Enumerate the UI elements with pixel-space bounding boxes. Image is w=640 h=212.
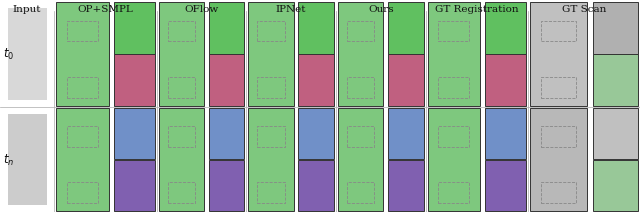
Bar xyxy=(67,182,98,203)
Bar xyxy=(593,160,638,211)
Bar xyxy=(541,182,576,203)
Bar xyxy=(114,108,155,159)
Bar xyxy=(209,54,244,106)
Bar xyxy=(159,108,204,211)
Bar xyxy=(388,54,424,106)
Text: GT Registration: GT Registration xyxy=(435,5,518,14)
Bar xyxy=(338,108,383,211)
Bar xyxy=(168,126,195,147)
Text: $t_0$: $t_0$ xyxy=(3,46,15,62)
Bar xyxy=(67,126,98,147)
Bar xyxy=(159,2,204,106)
Bar xyxy=(56,2,109,106)
Bar xyxy=(438,77,469,98)
Bar xyxy=(209,2,244,54)
Bar xyxy=(388,160,424,211)
Bar xyxy=(168,21,195,42)
Bar xyxy=(541,77,576,98)
Text: Ours: Ours xyxy=(368,5,394,14)
Bar xyxy=(347,126,374,147)
Bar xyxy=(438,21,469,42)
Text: OP+SMPL: OP+SMPL xyxy=(77,5,134,14)
Bar xyxy=(298,2,334,54)
Bar xyxy=(593,108,638,159)
Bar xyxy=(347,21,374,42)
Bar xyxy=(593,2,638,54)
Bar xyxy=(114,2,155,54)
Bar xyxy=(438,182,469,203)
Bar xyxy=(168,77,195,98)
Bar xyxy=(485,2,526,54)
Bar xyxy=(257,126,285,147)
Text: $t_n$: $t_n$ xyxy=(3,152,15,168)
Bar xyxy=(67,77,98,98)
Bar xyxy=(438,126,469,147)
Bar xyxy=(485,108,526,159)
Bar xyxy=(248,108,294,211)
Bar xyxy=(114,160,155,211)
Bar xyxy=(298,160,334,211)
Bar xyxy=(8,114,47,205)
Bar xyxy=(338,2,383,106)
Bar xyxy=(485,54,526,106)
Bar xyxy=(298,108,334,159)
Bar xyxy=(593,54,638,106)
Bar xyxy=(347,77,374,98)
Bar xyxy=(485,160,526,211)
Bar xyxy=(209,160,244,211)
Text: OFlow: OFlow xyxy=(184,5,219,14)
Bar xyxy=(248,2,294,106)
Bar xyxy=(347,182,374,203)
Bar xyxy=(257,182,285,203)
Text: GT Scan: GT Scan xyxy=(562,5,606,14)
Bar xyxy=(114,54,155,106)
Bar xyxy=(428,108,480,211)
Bar xyxy=(56,108,109,211)
Bar xyxy=(388,108,424,159)
Bar xyxy=(428,2,480,106)
Text: Input: Input xyxy=(13,5,42,14)
Bar xyxy=(541,126,576,147)
Text: IPNet: IPNet xyxy=(276,5,307,14)
Bar xyxy=(388,2,424,54)
Bar xyxy=(8,8,47,100)
Bar xyxy=(541,21,576,42)
Bar xyxy=(67,21,98,42)
Bar xyxy=(209,108,244,159)
Bar xyxy=(168,182,195,203)
Bar xyxy=(257,77,285,98)
Bar xyxy=(530,108,588,211)
Bar xyxy=(298,54,334,106)
Bar xyxy=(257,21,285,42)
Bar xyxy=(530,2,588,106)
